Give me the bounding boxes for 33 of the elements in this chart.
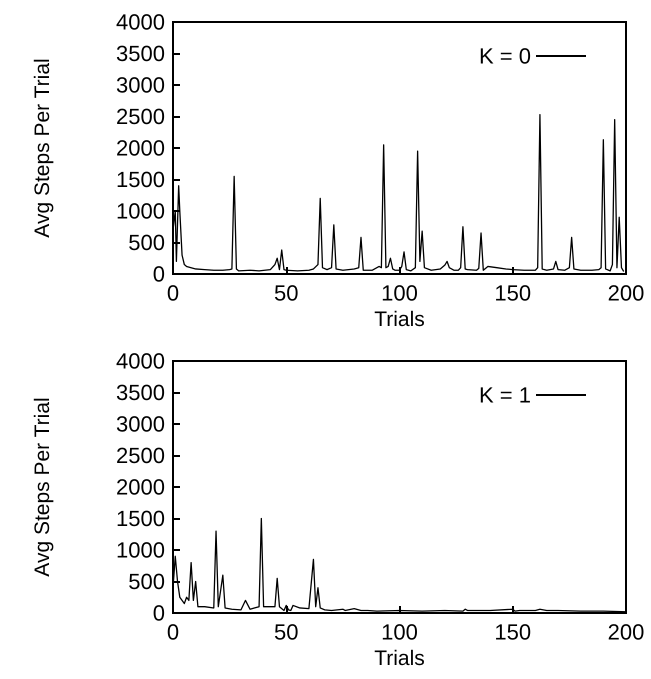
y-tick-label: 2000 [116, 136, 165, 160]
y-tick-label: 2000 [116, 474, 165, 500]
y-tick-label: 3500 [116, 41, 165, 66]
y-tick-label: 4000 [116, 10, 165, 34]
y-tick-label: 2500 [116, 104, 165, 129]
y-tick-label: 3000 [116, 412, 165, 436]
y-tick-label: 0 [152, 600, 165, 626]
x-tick-label: 150 [494, 620, 532, 644]
y-tick-label: 1500 [116, 167, 165, 192]
x-tick-label: 150 [494, 280, 532, 306]
y-tick-label: 0 [152, 262, 165, 286]
x-tick-label: 50 [274, 620, 298, 644]
y-tick-label: 3500 [116, 380, 165, 405]
x-tick-label: 100 [381, 280, 418, 306]
y-tick-label: 1000 [116, 198, 165, 224]
y-axis-title: Avg Steps Per Trial [31, 397, 54, 577]
y-tick-label: 500 [128, 569, 165, 594]
line-series [172, 114, 624, 272]
x-tick-label: 100 [381, 620, 418, 644]
x-tick-label: 200 [608, 280, 644, 306]
y-axis-title: Avg Steps Per Trial [31, 58, 54, 238]
legend-label: K = 0 [479, 44, 531, 68]
y-tick-label: 500 [128, 230, 165, 255]
legend-label: K = 1 [479, 382, 531, 408]
x-axis-title: Trials [374, 646, 425, 670]
y-tick-label: 2500 [116, 443, 165, 468]
y-tick-label: 1500 [116, 506, 165, 531]
y-tick-label: 1000 [116, 538, 165, 562]
y-tick-label: 4000 [116, 348, 165, 374]
x-axis-title: Trials [374, 308, 425, 331]
x-tick-label: 50 [274, 280, 298, 306]
x-tick-label: 200 [608, 620, 644, 644]
y-tick-label: 3000 [116, 72, 165, 98]
